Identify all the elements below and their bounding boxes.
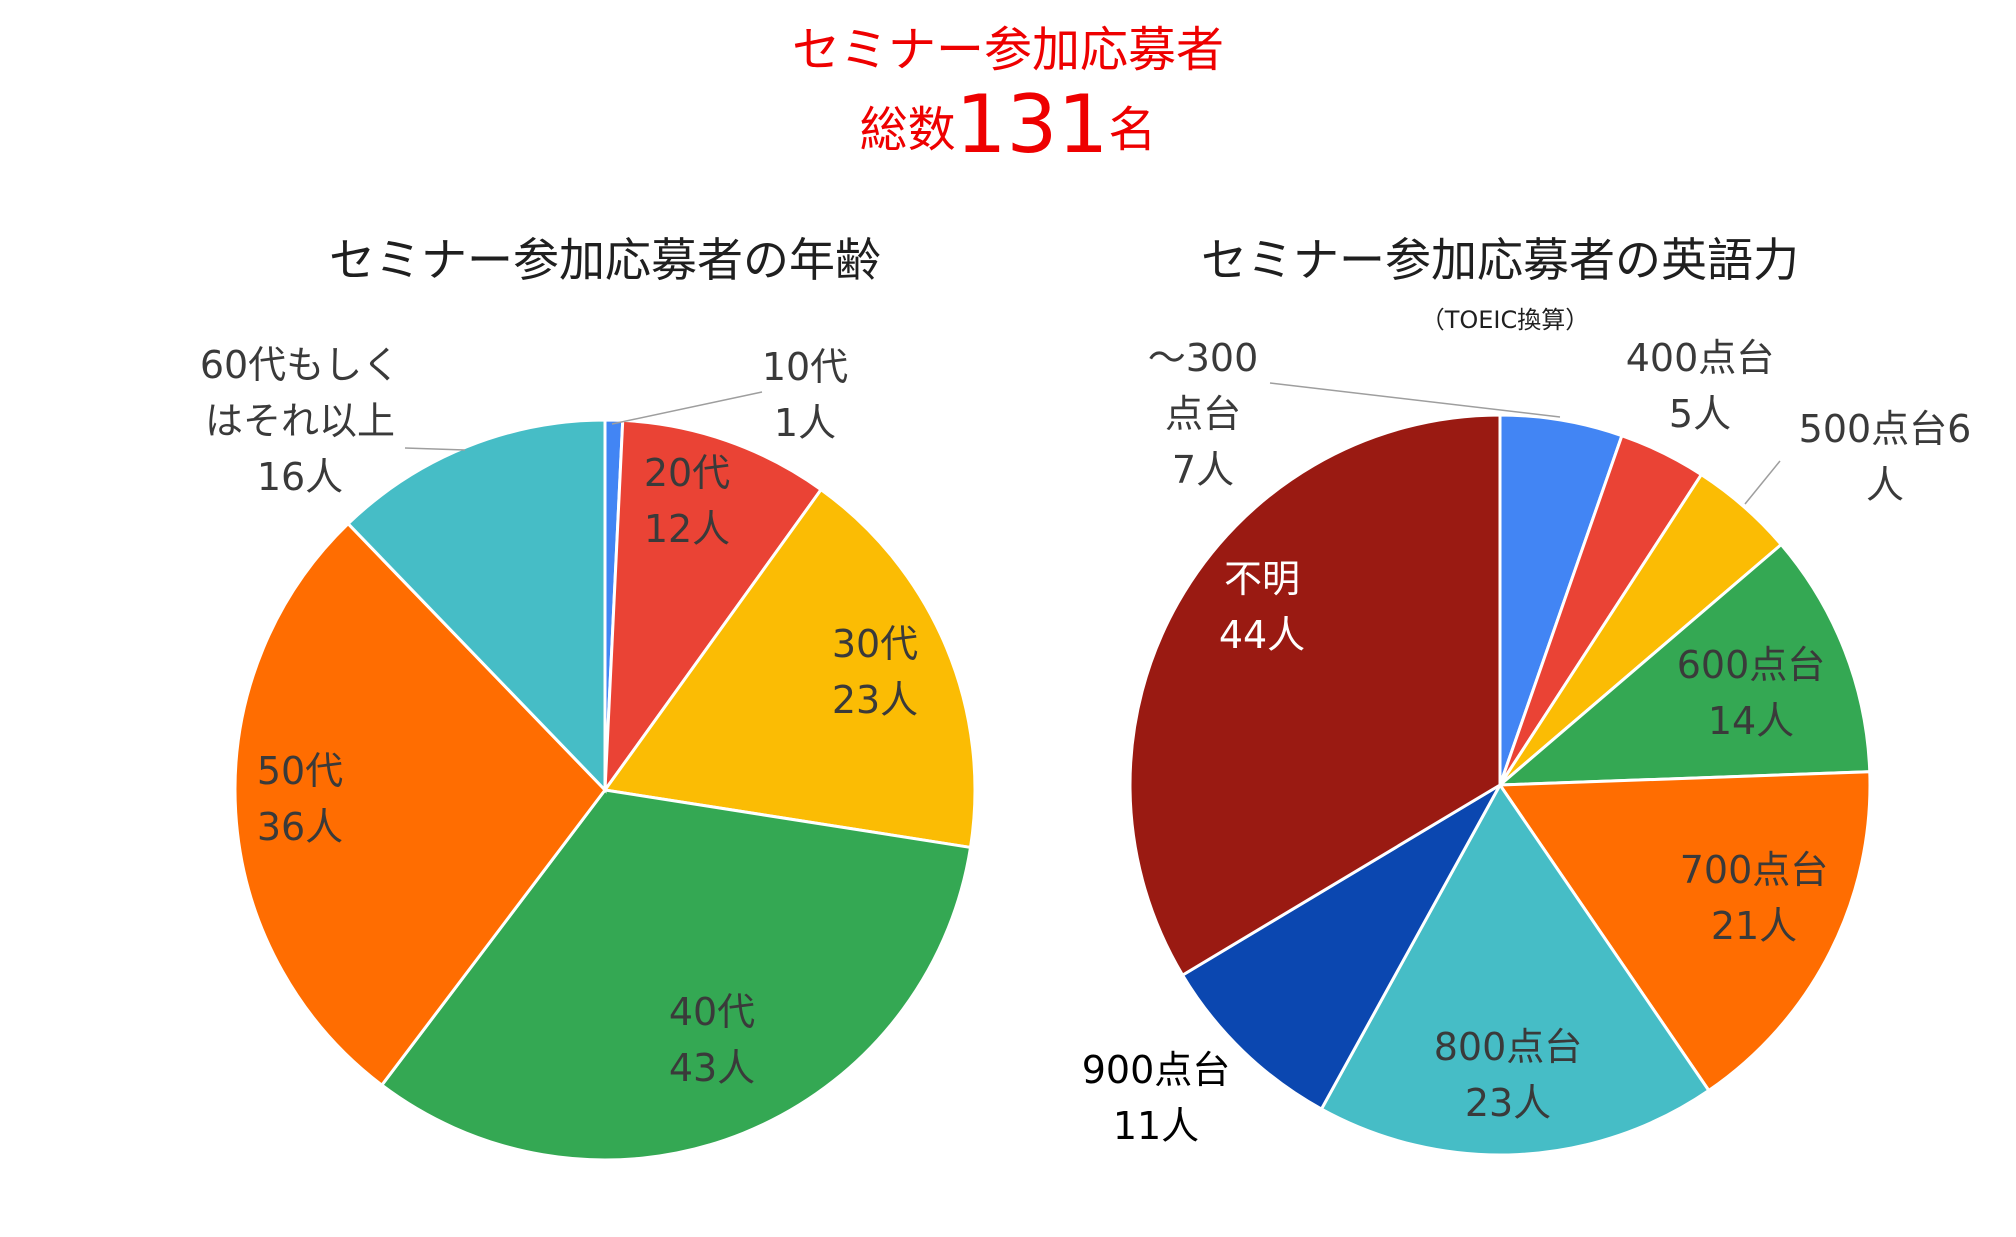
eng-data-label-800-5: 800点台 23人	[1434, 1025, 1583, 1125]
age-data-label-line: 50代	[257, 749, 343, 793]
eng-data-label-line: 500点台6	[1799, 407, 1972, 451]
age-slices	[233, 418, 977, 1162]
age-chart-title: セミナー参加応募者の年齢	[329, 233, 881, 287]
english-pie-chart: セミナー参加応募者の英語力 （TOEIC換算） 〜300 点台 7人 400点台 5人 5…	[1082, 233, 1972, 1157]
total-prefix: 総数	[859, 102, 956, 158]
eng-data-label-line: 23人	[1465, 1081, 1551, 1125]
eng-data-label-line: 人	[1866, 463, 1904, 507]
age-data-label-line: 16人	[257, 455, 343, 499]
age-leader-line-5	[404, 447, 466, 451]
eng-data-label-line: 44人	[1219, 613, 1305, 657]
total-suffix: 名	[1108, 102, 1157, 158]
eng-data-label-line: 700点台	[1680, 848, 1829, 892]
age-leader-lines	[404, 391, 763, 451]
eng-data-label-line: 5人	[1669, 392, 1731, 436]
eng-data-label-line: 11人	[1113, 1104, 1199, 1148]
age-data-label-line: 30代	[832, 622, 918, 666]
eng-data-label-900-6: 900点台 11人	[1082, 1048, 1231, 1148]
age-data-label-line: 12人	[644, 507, 730, 551]
english-chart-subtitle: （TOEIC換算）	[1421, 306, 1590, 334]
age-data-label-10-0: 10代 1人	[762, 345, 848, 445]
eng-data-label-500-2: 500点台6 人	[1799, 407, 1972, 507]
eng-data-label-line: 600点台	[1677, 643, 1826, 687]
eng-data-label-line: 点台	[1165, 392, 1241, 436]
eng-data-label-line: 21人	[1711, 904, 1797, 948]
eng-leader-line-0	[1269, 382, 1561, 418]
english-labels: 〜300 点台 7人 400点台 5人 500点台6 人 600点台 14人 700点台 21人 80…	[1082, 336, 1972, 1148]
age-data-label-line: 10代	[762, 345, 848, 389]
age-data-label-line: 23人	[832, 678, 918, 722]
eng-slice-900-6	[1180, 780, 1504, 1112]
total-number: 131	[955, 78, 1109, 171]
eng-data-label-item-7: 不明 44人	[1219, 557, 1305, 657]
eng-data-label-300-0: 〜300 点台 7人	[1148, 336, 1259, 492]
age-leader-line-0	[611, 391, 763, 425]
age-data-label-line: はそれ以上	[205, 399, 395, 443]
age-data-label-40-3: 40代 43人	[669, 990, 755, 1090]
age-slice-60-5	[345, 418, 607, 794]
age-slice-30-2	[602, 487, 977, 850]
eng-data-label-line: 〜300	[1148, 336, 1259, 380]
eng-data-label-line: 800点台	[1434, 1025, 1583, 1069]
english-chart-title: セミナー参加応募者の英語力	[1201, 233, 1799, 287]
age-data-label-20-1: 20代 12人	[644, 451, 730, 551]
age-slice-40-3	[379, 788, 973, 1162]
eng-slice-item-7	[1128, 413, 1502, 978]
age-data-label-50-4: 50代 36人	[257, 749, 343, 849]
age-data-label-30-2: 30代 23人	[832, 622, 918, 722]
eng-slice-600-3	[1495, 542, 1872, 787]
eng-data-label-700-4: 700点台 21人	[1680, 848, 1829, 948]
eng-data-label-line: 14人	[1708, 699, 1794, 743]
eng-data-label-line: 7人	[1172, 448, 1234, 492]
age-data-label-line: 43人	[669, 1046, 755, 1090]
age-data-label-60-5: 60代もしくはそれ以上 16人	[200, 343, 400, 499]
eng-slice-800-5	[1319, 782, 1711, 1157]
age-data-label-line: 36人	[257, 805, 343, 849]
total-count: 総数131名	[0, 78, 2016, 171]
age-data-label-line: 40代	[669, 990, 755, 1034]
eng-data-label-600-3: 600点台 14人	[1677, 643, 1826, 743]
eng-data-label-line: 900点台	[1082, 1048, 1231, 1092]
eng-slice-700-4	[1497, 770, 1872, 1093]
eng-data-label-400-1: 400点台 5人	[1626, 336, 1775, 436]
age-slice-20-1	[603, 418, 824, 795]
age-data-label-line: 1人	[774, 401, 836, 445]
eng-leader-line-2	[1744, 460, 1781, 505]
age-data-label-line: 60代もしく	[200, 343, 400, 387]
eng-data-label-line: 不明	[1224, 557, 1300, 601]
age-slice-50-4	[233, 521, 607, 1088]
english-leader-lines	[1269, 382, 1781, 505]
age-data-label-line: 20代	[644, 451, 730, 495]
english-slices	[1128, 413, 1872, 1157]
main-title: セミナー参加応募者	[791, 22, 1224, 78]
eng-data-label-line: 400点台	[1626, 336, 1775, 380]
